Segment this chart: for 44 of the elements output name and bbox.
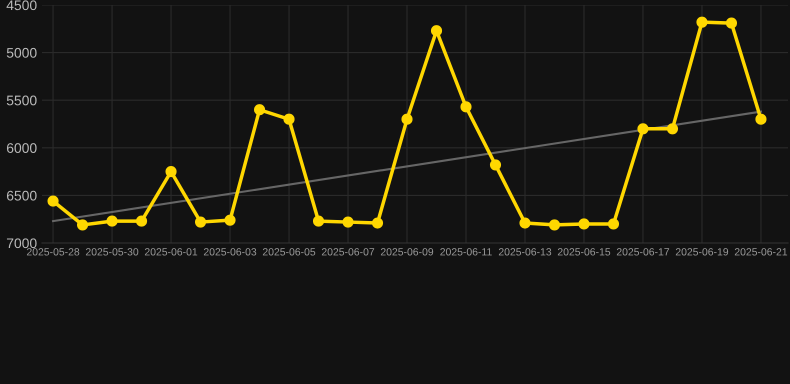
point — [608, 218, 620, 230]
point — [283, 114, 295, 125]
x-tick-label: 2025-06-15 — [558, 248, 610, 256]
x-tick-label: 2025-06-19 — [676, 248, 728, 256]
point — [490, 159, 502, 170]
point — [755, 114, 767, 125]
y-tick-label: 6500 — [6, 190, 37, 201]
x-tick-label: 2025-06-05 — [262, 248, 316, 256]
point — [430, 25, 442, 36]
x-tick-label: 2025-06-13 — [498, 248, 552, 256]
point — [224, 214, 236, 226]
x-tick-label: 2025-06-11 — [440, 248, 492, 256]
y-tick-label: 7000 — [6, 238, 37, 248]
point — [460, 101, 472, 112]
y-tick-label: 5000 — [6, 48, 37, 58]
x-tick-label: 2025-06-17 — [616, 248, 670, 256]
point — [578, 218, 590, 230]
point — [519, 217, 531, 229]
x-tick-label: 2025-06-03 — [204, 248, 256, 256]
point — [666, 123, 678, 134]
point — [401, 114, 413, 125]
point — [637, 123, 649, 134]
point — [165, 166, 177, 178]
y-tick-label: 5500 — [6, 96, 37, 106]
point — [548, 219, 560, 230]
point — [48, 196, 59, 207]
y-tick-label: 4500 — [6, 0, 37, 10]
point — [726, 18, 738, 29]
point — [372, 217, 384, 229]
x-tick-label: 2025-06-07 — [322, 248, 374, 256]
point — [696, 16, 708, 28]
x-tick-label: 2025-05-30 — [86, 248, 138, 256]
point — [254, 104, 266, 116]
point — [342, 216, 354, 228]
point — [106, 216, 118, 227]
point — [194, 216, 206, 228]
x-tick-label: 2025-05-28 — [26, 248, 80, 256]
point — [77, 219, 88, 230]
x-tick-label: 2025-06-21 — [734, 248, 788, 256]
x-tick-label: 2025-06-09 — [380, 248, 434, 256]
point — [136, 216, 148, 227]
point — [312, 216, 324, 227]
y-tick-label: 6000 — [6, 143, 37, 153]
x-tick-label: 2025-06-01 — [144, 248, 198, 256]
